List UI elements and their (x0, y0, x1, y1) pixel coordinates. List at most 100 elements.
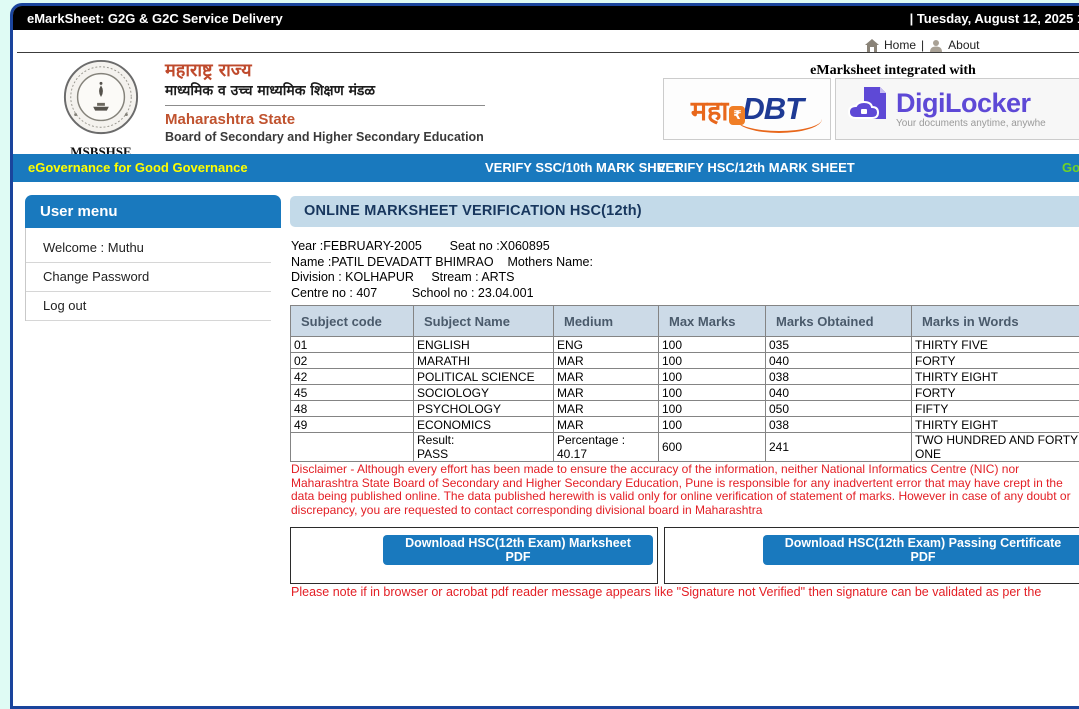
column-header: Max Marks (659, 306, 766, 337)
home-icon (865, 39, 879, 52)
table-cell: 600 (659, 433, 766, 462)
table-cell: 038 (766, 417, 912, 433)
table-cell: 040 (766, 385, 912, 401)
board-name-marathi-state: महाराष्ट्र राज्य (165, 60, 495, 81)
certificate-download-panel: Download HSC(12th Exam) Passing Certific… (664, 527, 1079, 584)
table-cell (291, 433, 414, 462)
page-title: ONLINE MARKSHEET VERIFICATION HSC(12th) (290, 196, 1079, 227)
user-menu-header: User menu (25, 195, 281, 228)
disclaimer-text: Disclaimer - Although every effort has b… (291, 463, 1079, 517)
table-cell: MAR (554, 385, 659, 401)
table-cell: ENG (554, 337, 659, 353)
table-cell: 040 (766, 353, 912, 369)
marquee-text: Goo (1062, 160, 1079, 175)
about-link[interactable]: About (948, 38, 979, 52)
user-icon (929, 39, 943, 52)
home-link[interactable]: Home (884, 38, 916, 52)
table-cell: 035 (766, 337, 912, 353)
header-divider (17, 52, 1079, 53)
table-cell: MAR (554, 401, 659, 417)
digilocker-cloud-icon (844, 84, 890, 135)
detail-line-name-mother: Name :PATIL DEVADATT BHIMRAO Mothers Nam… (291, 255, 593, 271)
table-cell: Percentage : 40.17 (554, 433, 659, 462)
digilocker-tagline: Your documents anytime, anywhe (896, 118, 1046, 129)
table-cell: FIFTY (912, 401, 1079, 417)
user-menu-list: Welcome : Muthu Change Password Log out (25, 228, 281, 321)
msbshse-seal-icon (60, 125, 142, 142)
board-seal: MSBSHSE (60, 58, 142, 160)
signature-note: Please note if in browser or acrobat pdf… (291, 585, 1041, 599)
column-header: Marks Obtained (766, 306, 912, 337)
board-name-divider (165, 105, 485, 106)
column-header: Medium (554, 306, 659, 337)
table-cell: 100 (659, 369, 766, 385)
sidebar-item-change-password[interactable]: Change Password (26, 263, 271, 292)
top-links: Home | About (865, 38, 980, 52)
mahadbt-dbt-text: DBT (742, 91, 803, 127)
digilocker-logo[interactable]: DigiLocker Your documents anytime, anywh… (835, 78, 1079, 140)
table-cell: FORTY (912, 385, 1079, 401)
sidebar-item-welcome: Welcome : Muthu (26, 234, 271, 263)
digilocker-name: DigiLocker (896, 90, 1046, 117)
marksheet-download-panel: Download HSC(12th Exam) Marksheet PDF (290, 527, 658, 584)
verify-ssc-link[interactable]: VERIFY SSC/10th MARK SHEET (485, 160, 682, 175)
table-cell: Result: PASS (414, 433, 554, 462)
download-marksheet-button[interactable]: Download HSC(12th Exam) Marksheet PDF (383, 535, 653, 565)
mahadbt-logo[interactable]: महा₹DBT (663, 78, 831, 140)
table-cell: 48 (291, 401, 414, 417)
board-name-english-board: Board of Secondary and Higher Secondary … (165, 129, 495, 146)
table-cell: THIRTY FIVE (912, 337, 1079, 353)
table-cell: SOCIOLOGY (414, 385, 554, 401)
table-cell: MARATHI (414, 353, 554, 369)
table-cell: 02 (291, 353, 414, 369)
table-cell: 01 (291, 337, 414, 353)
table-cell: 241 (766, 433, 912, 462)
table-cell: 100 (659, 353, 766, 369)
window-title-bar: eMarkSheet: G2G & G2C Service Delivery |… (13, 6, 1079, 30)
table-cell: THIRTY EIGHT (912, 417, 1079, 433)
main-navbar: eGovernance for Good Governance VERIFY S… (13, 154, 1079, 182)
table-cell: 45 (291, 385, 414, 401)
app-title: eMarkSheet: G2G & G2C Service Delivery (27, 11, 283, 26)
table-cell: 100 (659, 385, 766, 401)
table-cell: 100 (659, 417, 766, 433)
board-name-english-state: Maharashtra State (165, 110, 495, 129)
table-cell: 050 (766, 401, 912, 417)
table-cell: ENGLISH (414, 337, 554, 353)
column-header: Marks in Words (912, 306, 1079, 337)
verify-hsc-link[interactable]: VERIFY HSC/12th MARK SHEET (657, 160, 855, 175)
user-menu-sidebar: User menu Welcome : Muthu Change Passwor… (25, 195, 281, 321)
egovernance-label: eGovernance for Good Governance (28, 160, 248, 175)
table-cell: TWO HUNDRED AND FORTY ONE (912, 433, 1079, 462)
table-cell: 100 (659, 401, 766, 417)
board-name-marathi-board: माध्यमिक व उच्च माध्यमिक शिक्षण मंडळ (165, 81, 495, 101)
detail-line-centre-school: Centre no : 407 School no : 23.04.001 (291, 286, 593, 302)
table-cell: POLITICAL SCIENCE (414, 369, 554, 385)
detail-line-year-seat: Year :FEBRUARY-2005 Seat no :X060895 (291, 239, 593, 255)
top-links-separator: | (921, 38, 924, 52)
table-cell: 100 (659, 337, 766, 353)
table-cell: THIRTY EIGHT (912, 369, 1079, 385)
table-cell: ECONOMICS (414, 417, 554, 433)
table-cell: 49 (291, 417, 414, 433)
page-container: eMarkSheet: G2G & G2C Service Delivery |… (10, 3, 1079, 709)
table-cell: PSYCHOLOGY (414, 401, 554, 417)
rupee-icon: ₹ (729, 106, 745, 125)
integrated-with-label: eMarksheet integrated with (773, 63, 1013, 79)
column-header: Subject code (291, 306, 414, 337)
mahadbt-maha-text: महा (691, 91, 728, 128)
digilocker-text-block: DigiLocker Your documents anytime, anywh… (896, 90, 1046, 129)
table-cell: FORTY (912, 353, 1079, 369)
student-details: Year :FEBRUARY-2005 Seat no :X060895 Nam… (291, 239, 593, 301)
detail-line-division-stream: Division : KOLHAPUR Stream : ARTS (291, 270, 593, 286)
column-header: Subject Name (414, 306, 554, 337)
download-passing-certificate-button[interactable]: Download HSC(12th Exam) Passing Certific… (763, 535, 1079, 565)
sidebar-item-logout[interactable]: Log out (26, 292, 271, 321)
